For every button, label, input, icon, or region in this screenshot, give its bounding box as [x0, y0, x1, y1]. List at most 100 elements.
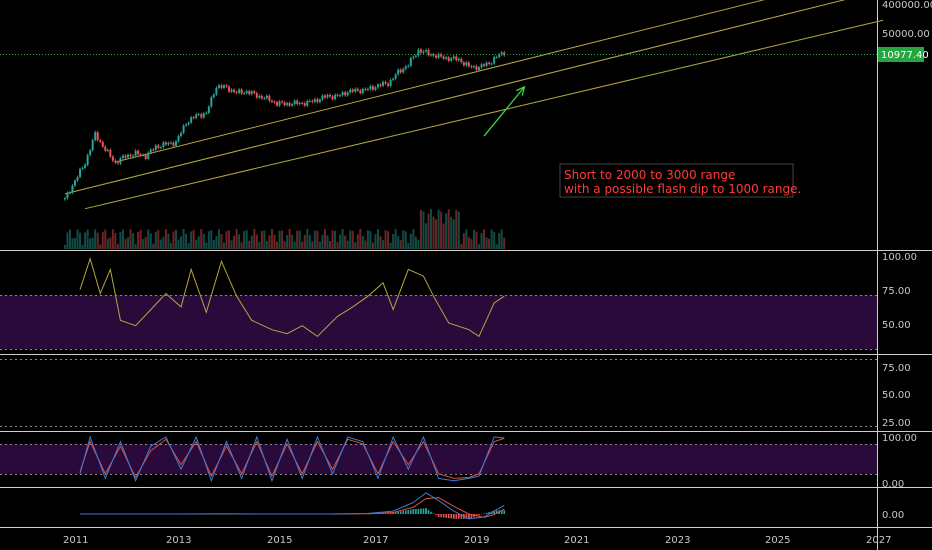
empty-pane: 75.00 50.00 25.00	[0, 359, 911, 429]
volume-bar	[235, 229, 238, 249]
candle	[318, 99, 321, 102]
candle	[210, 97, 213, 107]
volume-bar	[288, 229, 291, 249]
candle	[336, 94, 339, 96]
candle	[437, 53, 440, 58]
volume-bar	[389, 242, 392, 249]
volume-bar	[301, 241, 304, 249]
rsi-band	[0, 295, 877, 349]
volume-bar	[414, 236, 417, 249]
volume-bar	[462, 233, 465, 249]
candle	[81, 167, 84, 169]
volume-bar	[371, 242, 374, 249]
macd-hist-bar	[452, 514, 455, 519]
candle	[235, 91, 238, 93]
volume-bar	[162, 236, 165, 249]
candle	[427, 50, 430, 56]
macd-hist-bar	[458, 514, 460, 519]
volume-bar	[116, 244, 119, 249]
volume-bar	[99, 244, 102, 249]
candle	[149, 149, 152, 153]
macd-hist-bar	[417, 508, 420, 514]
x-tick-2013: 2013	[166, 535, 191, 546]
volume-bar	[356, 234, 359, 249]
candle	[197, 114, 200, 116]
macd-hist-bar	[475, 514, 478, 517]
macd-hist-bar	[430, 511, 432, 514]
volume-bar	[321, 234, 324, 249]
candle	[298, 102, 301, 105]
macd-hist-bar	[447, 514, 450, 519]
volume-bar	[111, 229, 114, 249]
volume-bar	[190, 231, 193, 249]
volume-bar	[63, 245, 66, 249]
rsi-tick-100: 100.00	[882, 252, 917, 263]
macd-hist-bar	[488, 512, 490, 514]
macd-hist-bar	[415, 509, 417, 514]
volume-bar	[409, 233, 412, 249]
volume-bar	[167, 233, 170, 249]
rsi-tick-75: 75.00	[882, 286, 911, 297]
candle	[106, 149, 109, 151]
candle	[301, 102, 304, 104]
candle	[445, 57, 448, 59]
volume-bar	[106, 238, 109, 249]
candle-series	[63, 47, 506, 201]
candle	[371, 86, 374, 90]
candle	[354, 88, 357, 92]
macd-hist-bar	[402, 510, 405, 514]
candle	[288, 103, 291, 106]
candle	[480, 64, 483, 68]
candle	[74, 180, 76, 186]
macd-tick-0: 0.00	[882, 510, 904, 521]
volume-bar	[215, 236, 218, 249]
candle	[180, 132, 183, 137]
empty-tick-75: 75.00	[882, 363, 911, 374]
candle	[222, 85, 225, 88]
candle	[291, 104, 294, 106]
volume-bar	[422, 211, 425, 249]
volume-bar	[346, 240, 349, 249]
candle	[202, 113, 205, 118]
volume-bar	[392, 233, 395, 249]
candle	[159, 147, 162, 149]
volume-bar	[430, 209, 433, 249]
candle	[169, 142, 172, 144]
macd-hist-bar	[485, 512, 488, 514]
candle	[76, 176, 79, 181]
volume-bar	[387, 231, 390, 249]
candle	[109, 149, 112, 157]
candle	[192, 117, 195, 119]
candle	[346, 92, 349, 96]
volume-bar	[245, 230, 248, 249]
candle	[450, 58, 453, 61]
volume-bars	[63, 209, 506, 249]
candle	[86, 155, 89, 165]
volume-bar	[407, 243, 410, 249]
volume-bar	[442, 223, 445, 249]
candle	[404, 66, 407, 69]
candle	[483, 64, 486, 66]
macd-hist-bar	[455, 514, 458, 519]
candle	[495, 56, 498, 58]
x-tick-2019: 2019	[464, 535, 489, 546]
candle	[286, 103, 289, 106]
volume-bar	[490, 229, 493, 249]
volume-bar	[402, 229, 405, 249]
candle	[255, 93, 258, 98]
candle	[144, 154, 147, 159]
candle	[430, 54, 433, 56]
candle	[127, 154, 130, 158]
candle	[349, 89, 352, 93]
x-tick-2017: 2017	[363, 535, 388, 546]
volume-bar	[313, 230, 316, 249]
volume-bar	[101, 232, 104, 249]
candle	[387, 83, 390, 86]
candle	[230, 89, 233, 92]
channel-line-1	[64, 0, 846, 195]
volume-bar	[359, 229, 362, 249]
candle	[94, 132, 97, 141]
candle	[356, 88, 359, 91]
annotation-arrow	[483, 85, 526, 137]
volume-bar	[238, 234, 241, 249]
